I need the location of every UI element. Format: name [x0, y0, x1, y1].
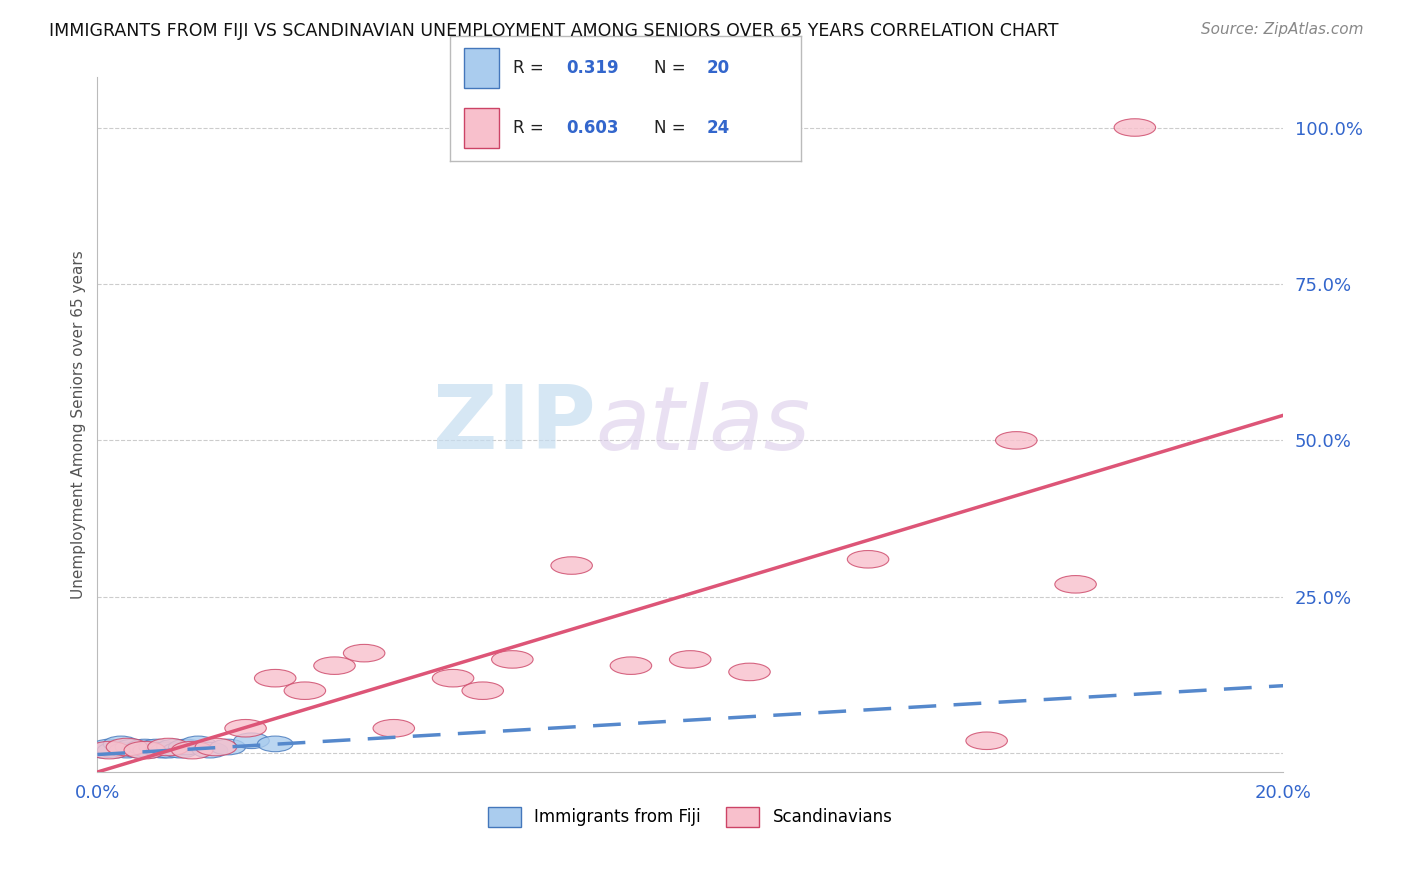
- Text: 0.319: 0.319: [567, 59, 619, 77]
- Ellipse shape: [193, 742, 228, 758]
- Ellipse shape: [86, 742, 121, 758]
- Legend: Immigrants from Fiji, Scandinavians: Immigrants from Fiji, Scandinavians: [481, 801, 900, 833]
- Ellipse shape: [127, 739, 163, 755]
- Ellipse shape: [257, 736, 292, 752]
- Text: 0.603: 0.603: [567, 120, 619, 137]
- Ellipse shape: [89, 741, 129, 759]
- Ellipse shape: [195, 739, 236, 756]
- Y-axis label: Unemployment Among Seniors over 65 years: Unemployment Among Seniors over 65 years: [72, 251, 86, 599]
- Ellipse shape: [97, 742, 134, 758]
- Ellipse shape: [492, 650, 533, 668]
- Ellipse shape: [124, 741, 166, 759]
- Ellipse shape: [728, 663, 770, 681]
- Ellipse shape: [145, 742, 180, 758]
- FancyBboxPatch shape: [464, 48, 499, 88]
- Ellipse shape: [115, 739, 150, 755]
- Ellipse shape: [169, 739, 204, 755]
- Ellipse shape: [966, 732, 1007, 749]
- Ellipse shape: [121, 742, 156, 758]
- Ellipse shape: [284, 682, 326, 699]
- Ellipse shape: [110, 742, 145, 758]
- Text: N =: N =: [654, 120, 690, 137]
- Ellipse shape: [148, 739, 190, 756]
- Ellipse shape: [343, 644, 385, 662]
- Ellipse shape: [180, 736, 217, 752]
- Ellipse shape: [463, 682, 503, 699]
- Ellipse shape: [172, 741, 212, 759]
- Text: R =: R =: [513, 59, 550, 77]
- Text: IMMIGRANTS FROM FIJI VS SCANDINAVIAN UNEMPLOYMENT AMONG SENIORS OVER 65 YEARS CO: IMMIGRANTS FROM FIJI VS SCANDINAVIAN UNE…: [49, 22, 1059, 40]
- Ellipse shape: [1054, 575, 1097, 593]
- Ellipse shape: [107, 739, 148, 756]
- Text: 24: 24: [707, 120, 730, 137]
- Ellipse shape: [669, 650, 711, 668]
- Ellipse shape: [150, 742, 186, 758]
- Ellipse shape: [432, 669, 474, 687]
- Ellipse shape: [156, 739, 193, 755]
- Ellipse shape: [134, 742, 169, 758]
- Ellipse shape: [233, 733, 270, 748]
- Text: R =: R =: [513, 120, 550, 137]
- Text: 20: 20: [707, 59, 730, 77]
- Ellipse shape: [551, 557, 592, 574]
- Ellipse shape: [163, 742, 198, 758]
- Text: ZIP: ZIP: [433, 381, 595, 468]
- Ellipse shape: [254, 669, 295, 687]
- Ellipse shape: [314, 657, 356, 674]
- Ellipse shape: [610, 657, 651, 674]
- Text: Source: ZipAtlas.com: Source: ZipAtlas.com: [1201, 22, 1364, 37]
- Ellipse shape: [1114, 119, 1156, 136]
- FancyBboxPatch shape: [464, 108, 499, 148]
- Text: atlas: atlas: [595, 382, 810, 467]
- Ellipse shape: [373, 720, 415, 737]
- Ellipse shape: [848, 550, 889, 568]
- Ellipse shape: [91, 739, 127, 755]
- Ellipse shape: [995, 432, 1038, 450]
- Ellipse shape: [103, 736, 139, 752]
- Text: N =: N =: [654, 59, 690, 77]
- Ellipse shape: [139, 739, 174, 755]
- Ellipse shape: [209, 739, 246, 755]
- Ellipse shape: [225, 720, 266, 737]
